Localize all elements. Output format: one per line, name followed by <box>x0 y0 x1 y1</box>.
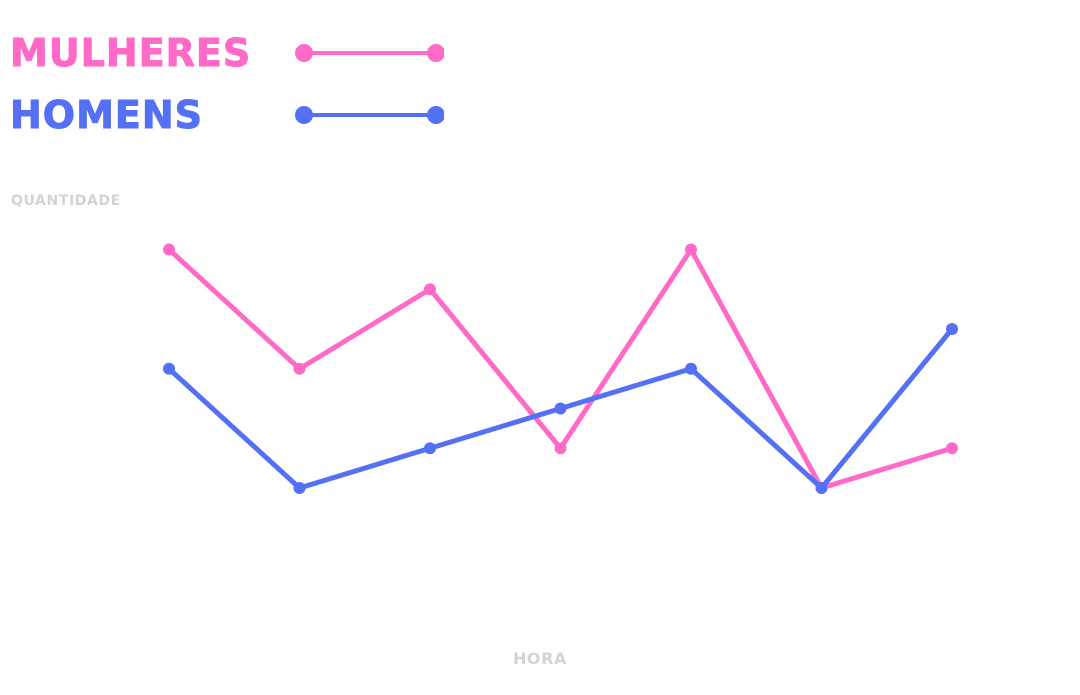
data-point-homens-2 <box>293 482 306 494</box>
x-axis-label: HORA <box>512 649 568 668</box>
chart-legend: MULHERES HOMENS <box>9 24 470 146</box>
data-point-mulheres-1 <box>163 243 175 256</box>
y-axis-label: QUANTIDADE <box>11 193 121 209</box>
legend-item-mulheres: MULHERES <box>9 24 470 84</box>
legend-swatch-mulheres <box>295 44 444 62</box>
data-point-homens-7 <box>946 323 958 335</box>
legend-swatch-homens <box>295 106 444 124</box>
data-point-mulheres-7 <box>946 442 958 455</box>
series-mulheres <box>163 243 958 494</box>
legend-item-homens: HOMENS <box>9 86 470 146</box>
data-point-homens-6 <box>815 482 828 494</box>
data-point-mulheres-3 <box>424 283 436 296</box>
series-homens <box>163 323 958 494</box>
data-point-homens-1 <box>163 362 175 375</box>
data-point-homens-3 <box>424 442 436 455</box>
data-point-mulheres-4 <box>554 442 567 455</box>
data-point-mulheres-2 <box>293 362 306 375</box>
data-point-homens-4 <box>554 402 567 415</box>
data-point-homens-5 <box>685 362 697 375</box>
legend-label-mulheres: MULHERES <box>9 31 252 76</box>
legend-label-homens: HOMENS <box>9 93 204 138</box>
data-point-mulheres-5 <box>685 243 697 256</box>
